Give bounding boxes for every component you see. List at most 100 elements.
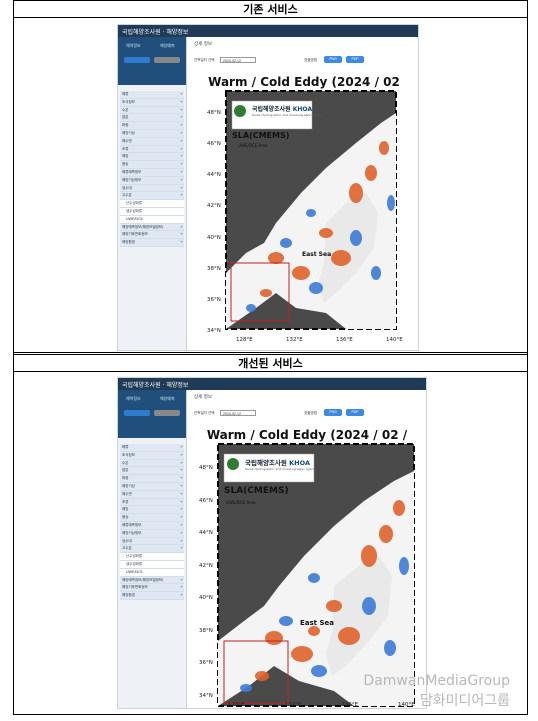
lon-tick-label: 140°E: [398, 702, 415, 708]
date-select[interactable]: 2024-02-12: [220, 57, 256, 63]
lat-tick-label: 46°N: [207, 141, 221, 148]
sidebar-item[interactable]: 해빙: [120, 506, 184, 515]
cold-eddies: [246, 195, 395, 312]
sidebar-item[interactable]: 해양기후변화정보: [120, 584, 184, 593]
before-screenshot: 국립해양조사원 · 해양정보 해역정보 해양예측 해류조석정보수온염분파랑해양기…: [117, 24, 419, 351]
sidebar-item[interactable]: 수온: [120, 459, 184, 468]
sidebar-item[interactable]: 해양기상정보: [120, 176, 184, 185]
warm-eddies: [260, 141, 389, 297]
tab-right[interactable]: 해양예측: [160, 43, 175, 48]
lat-tick-label: 36°N: [199, 660, 213, 667]
agency-name: 국립해양조사원 KHOA: [245, 459, 310, 467]
sidebar-item[interactable]: 해양예측정보(해양모델정보): [120, 223, 184, 232]
sidebar-item[interactable]: 해양기상: [120, 129, 184, 138]
product-label: SLA(CMEMS): [232, 131, 290, 140]
lon-tick-label: 128°E: [236, 337, 253, 343]
sidebar-btn-2[interactable]: [154, 57, 180, 63]
sidebar: 해역정보 해양예측 해류조석정보수온염분파랑해양기상해수면조류해빙용승해류예측정…: [118, 37, 187, 350]
sidebar-item[interactable]: 조석정보: [120, 451, 184, 460]
sidebar-subitem[interactable]: 냉수성와류: [120, 560, 184, 569]
sidebar-btn-1[interactable]: [124, 57, 150, 63]
sidebar-item[interactable]: 해양기상정보: [120, 529, 184, 538]
lat-tick-label: 44°N: [199, 530, 213, 537]
legend-label: UWE/DCE Area: [226, 500, 256, 505]
sidebar-item[interactable]: 조류: [120, 498, 184, 507]
sea-contours: [326, 556, 392, 676]
sidebar-item[interactable]: 해수면: [120, 490, 184, 499]
agency-badge: [223, 453, 315, 483]
sea-label: East Sea: [302, 251, 332, 258]
legend-label: UWE/DCE Area: [238, 143, 268, 148]
sidebar-subitem[interactable]: 난수성와류: [120, 200, 184, 208]
sidebar-item[interactable]: 해양기상: [120, 482, 184, 491]
sidebar-item[interactable]: 수온: [120, 106, 184, 115]
date-label: 관측일자 선택: [194, 411, 215, 415]
sidebar-item[interactable]: 냉수대: [120, 184, 184, 193]
png-button[interactable]: PNG: [324, 56, 342, 63]
sidebar-item[interactable]: 해류: [120, 444, 184, 452]
agency-en: Korea Hydrographic and Oceanographic Age…: [245, 467, 317, 471]
tab-left[interactable]: 해역정보: [126, 43, 141, 48]
sidebar-item[interactable]: 용승: [120, 514, 184, 522]
agency-seal-icon: [234, 105, 246, 117]
sidebar-btn-1[interactable]: [124, 410, 150, 416]
sidebar-item[interactable]: 고수온: [120, 192, 184, 201]
sidebar-item[interactable]: 파랑: [120, 475, 184, 483]
sidebar-item[interactable]: 해류예측정보: [120, 521, 184, 530]
layer-label: 표출방법: [304, 411, 317, 415]
sidebar-item[interactable]: 조석정보: [120, 98, 184, 107]
lat-tick-label: 38°N: [207, 265, 221, 272]
lon-tick-label: 128°E: [228, 702, 245, 708]
png-button[interactable]: PNG: [324, 409, 342, 416]
pdf-button[interactable]: PDF: [346, 56, 364, 63]
sidebar-subitem[interactable]: 난수성와류: [120, 553, 184, 561]
sidebar-item[interactable]: 해수면: [120, 137, 184, 146]
sidebar-item[interactable]: 해빙: [120, 153, 184, 162]
date-select[interactable]: 2024-02-12: [220, 410, 256, 416]
lon-tick-label: 132°E: [286, 337, 303, 343]
sidebar-subitem[interactable]: UWE/DCE: [120, 568, 184, 577]
after-header: 개선된 서비스: [13, 354, 528, 372]
page-title: 상세 정보: [194, 395, 212, 400]
sidebar-item[interactable]: 해류예측정보: [120, 168, 184, 177]
sidebar-item[interactable]: 조류: [120, 145, 184, 154]
map-svg: [225, 90, 397, 330]
sidebar-item[interactable]: 염분: [120, 114, 184, 123]
app-header: 국립해양조사원 · 해양정보: [118, 378, 426, 390]
lon-tick-label: 136°E: [341, 702, 359, 708]
eddy-map: Warm / Cold Eddy (2024 / 02 / 12): [194, 426, 420, 708]
sidebar-menu: 해류조석정보수온염분파랑해양기상해수면조류해빙용승해류예측정보해양기상정보냉수대…: [120, 91, 184, 247]
before-header: 기존 서비스: [13, 0, 528, 18]
sidebar-item[interactable]: 파랑: [120, 122, 184, 130]
map-svg: [217, 443, 415, 707]
sidebar-item[interactable]: 해류: [120, 91, 184, 99]
sidebar-item[interactable]: 해양환경: [120, 592, 184, 600]
lon-tick-label: 140°E: [386, 337, 403, 343]
sidebar-subitem[interactable]: UWE/DCE: [120, 215, 184, 224]
agency-seal-icon: [227, 458, 239, 470]
watermark-line-2: 담화미디어그룹: [419, 693, 510, 709]
sidebar-subitem[interactable]: 냉수성와류: [120, 207, 184, 216]
pdf-button[interactable]: PDF: [346, 409, 364, 416]
sidebar-item[interactable]: 해양예측정보(해양모델정보): [120, 576, 184, 585]
date-label: 관측일자 선택: [194, 58, 215, 62]
lat-tick-label: 42°N: [199, 562, 213, 569]
lat-tick-label: 48°N: [207, 110, 221, 116]
sidebar-item[interactable]: 염분: [120, 467, 184, 476]
tab-right[interactable]: 해양예측: [160, 396, 175, 401]
lat-tick-label: 46°N: [199, 497, 213, 504]
sidebar-item[interactable]: 해양환경: [120, 239, 184, 247]
agency-name: 국립해양조사원 KHOA: [252, 106, 312, 113]
sidebar-item[interactable]: 냉수대: [120, 537, 184, 546]
sidebar-item[interactable]: 해양기후변화정보: [120, 231, 184, 240]
uwe-dce-box: [223, 640, 289, 704]
sidebar-item[interactable]: 고수온: [120, 545, 184, 554]
tab-left[interactable]: 해역정보: [126, 396, 141, 401]
warm-eddies: [255, 500, 405, 681]
lon-tick-label: 136°E: [336, 337, 353, 343]
sidebar-item[interactable]: 용승: [120, 161, 184, 169]
sidebar-btn-2[interactable]: [154, 410, 180, 416]
lat-tick-label: 38°N: [199, 627, 213, 634]
watermark: DamwanMediaGroup 담화미디어그룹: [363, 671, 510, 711]
product-label: SLA(CMEMS): [224, 486, 289, 496]
